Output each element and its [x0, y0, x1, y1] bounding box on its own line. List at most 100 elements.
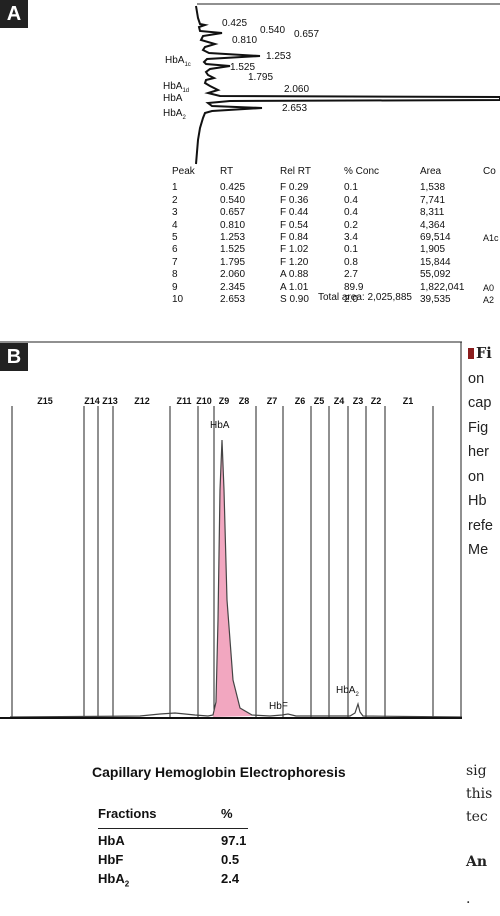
fraction-value: 97.1 [221, 833, 247, 848]
table-cell: 55,092 [420, 269, 451, 281]
zone-dividers [11, 406, 434, 718]
table-cell: A2 [483, 295, 495, 306]
caption-line: cap [468, 395, 492, 411]
column-header: Rel RT [280, 166, 311, 177]
table-cell: 0.425 [220, 182, 246, 194]
table-cell: 0.1 [344, 182, 358, 194]
table-cell: 2.060 [220, 269, 246, 281]
table-cell: 0.810 [220, 219, 246, 231]
table-cell: A 1.01 [280, 281, 309, 293]
table-row: 3 0.657 F 0.44 0.4 8,311 [172, 207, 500, 219]
caption-line: Fig [468, 419, 489, 436]
table-row: HbF 0.5 [98, 852, 271, 871]
table-cell: A 0.88 [280, 269, 309, 281]
table-cell: F 0.44 [280, 207, 309, 219]
fraction-label-hba1d: HbA1d [163, 81, 189, 94]
zone-label: Z12 [134, 396, 150, 406]
zone-label: Z6 [295, 396, 306, 406]
table-cell: F 1.20 [280, 256, 309, 268]
fraction-value: 0.5 [221, 852, 240, 867]
caption-line: Fi [468, 342, 493, 367]
table-cell [483, 182, 500, 194]
zone-label: Z2 [371, 396, 382, 406]
caption-line: on [468, 468, 485, 485]
table-cell: 7 [172, 256, 178, 268]
table-cell: 0.1 [344, 244, 358, 256]
table-cell: F 0.36 [280, 194, 309, 206]
table-cell: 1,538 [420, 182, 446, 194]
zone-label: Z4 [334, 396, 345, 406]
zone-label: Z5 [314, 396, 325, 406]
caption-line: Me [468, 542, 489, 558]
table-cell: 2 [172, 194, 178, 206]
table-row: 7 1.795 F 1.20 0.8 15,844 [172, 257, 500, 269]
table-cell: 0.2 [344, 219, 358, 231]
table-cell: 1.795 [220, 256, 246, 268]
zone-label: Z13 [102, 396, 118, 406]
table-row: 5 1.253 F 0.84 3.4 69,514 A1c [172, 232, 500, 244]
table-cell: 2.7 [344, 269, 358, 281]
body-line: this [466, 786, 493, 802]
table-cell: 6 [172, 244, 178, 256]
zone-label: Z1 [403, 396, 414, 406]
figure-caption-fragment: Fi on cap Fig her on Hb refe Me [468, 342, 493, 563]
table-cell: 1 [172, 182, 178, 194]
peak-label: 1.253 [266, 51, 291, 62]
table-cell: 39,535 [420, 294, 451, 306]
table-row: 1 0.425 F 0.29 0.1 1,538 [172, 182, 500, 194]
fraction-name: HbF [98, 852, 124, 867]
peak-label: 0.657 [294, 29, 319, 40]
total-area: Total area: 2,025,885 [318, 292, 412, 303]
header-rule [98, 828, 248, 829]
body-line: sig [466, 763, 487, 779]
fractions-table: Fractions % HbA 97.1 HbF 0.5 HbA2 2.4 [98, 806, 271, 890]
capillary-electropherogram: Z15 Z14 Z13 Z12 Z11 Z10 Z9 Z8 Z7 Z6 Z5 Z4 Z3 Z2 Z1 HbA… [0, 341, 462, 719]
table-cell: 2.653 [220, 294, 246, 306]
peak-label: 1.525 [230, 62, 255, 73]
table-cell: 4 [172, 219, 178, 231]
table-cell: 3 [172, 207, 178, 219]
panel-a-label: A [0, 0, 28, 28]
table-cell: 0.657 [220, 207, 246, 219]
table-row: 10 2.653 S 0.90 2.0 39,535 A2 [172, 294, 500, 306]
peak-label-hba2: HbA2 [336, 685, 359, 698]
table-cell: F 1.02 [280, 244, 309, 256]
table-cell: 2.0 [344, 294, 358, 306]
peak-label: 2.060 [284, 84, 309, 95]
fraction-name: HbA [98, 833, 125, 848]
table-cell: A1c [483, 233, 499, 244]
table-cell: 1,822,041 [420, 281, 465, 293]
zone-labels: Z15 Z14 Z13 Z12 Z11 Z10 Z9 Z8 Z7 Z6 Z5 Z4 Z3 Z2 Z1 [37, 396, 413, 406]
table-cell: 8,311 [420, 207, 445, 219]
electrophoresis-title: Capillary Hemoglobin Electrophoresis [92, 764, 346, 780]
table-cell: 4,364 [420, 219, 446, 231]
table-cell: 1.525 [220, 244, 246, 256]
fraction-name: HbA2 [98, 871, 130, 889]
column-header: Peak [172, 166, 195, 177]
table-cell [483, 257, 500, 269]
table-cell: 10 [172, 294, 184, 306]
zone-label: Z7 [267, 396, 278, 406]
zone-label: Z9 [219, 396, 230, 406]
table-row: 2 0.540 F 0.36 0.4 7,741 [172, 195, 500, 207]
caption-line: Hb [468, 493, 487, 509]
zone-label: Z14 [84, 396, 100, 406]
peak-label: 2.653 [282, 103, 307, 114]
caption-line: her [468, 444, 489, 460]
hplc-chromatogram: 0.425 0.540 0.657 0.810 1.253 1.525 1.79… [163, 3, 500, 165]
table-body: 1 0.425 F 0.29 0.1 1,538 2 0.540 F 0.36 0.4 7,741… [172, 182, 500, 306]
table-cell: 9 [172, 281, 178, 293]
table-cell: 0.8 [344, 256, 358, 268]
column-header: Fractions [98, 806, 157, 821]
table-cell: 0.540 [220, 194, 246, 206]
table-row: 9 2.345 A 1.01 89.9 1,822,041 A0 [172, 282, 500, 294]
table-header-row: Peak RT Rel RT % Conc Area Co [172, 166, 500, 178]
peak-label-hbf: HbF [269, 701, 288, 712]
table-cell: 1.253 [220, 232, 246, 244]
table-cell: A0 [483, 282, 495, 293]
table-cell: 5 [172, 232, 178, 244]
peak-label: 0.540 [260, 25, 285, 36]
peak-label: 1.795 [248, 72, 273, 83]
column-header: Area [420, 166, 442, 177]
figure-marker-icon [468, 348, 474, 359]
